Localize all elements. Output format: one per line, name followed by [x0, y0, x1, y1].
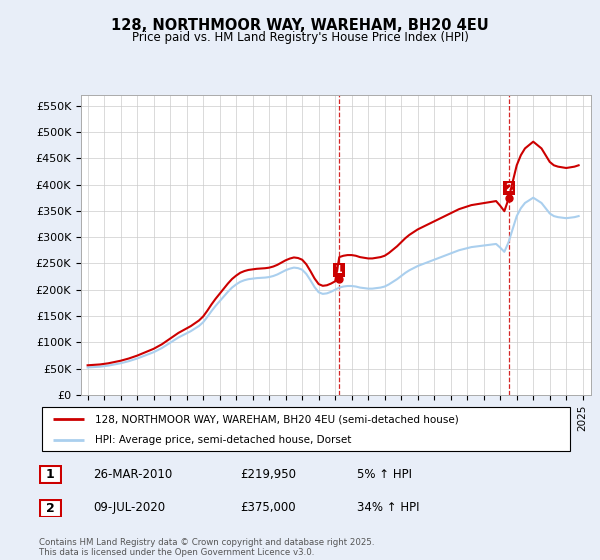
Text: 1: 1	[46, 468, 55, 481]
Text: 128, NORTHMOOR WAY, WAREHAM, BH20 4EU: 128, NORTHMOOR WAY, WAREHAM, BH20 4EU	[111, 18, 489, 33]
Text: Contains HM Land Registry data © Crown copyright and database right 2025.
This d: Contains HM Land Registry data © Crown c…	[39, 538, 374, 557]
Text: 1: 1	[335, 265, 343, 275]
Text: 34% ↑ HPI: 34% ↑ HPI	[357, 501, 419, 515]
Text: 09-JUL-2020: 09-JUL-2020	[93, 501, 165, 515]
Text: HPI: Average price, semi-detached house, Dorset: HPI: Average price, semi-detached house,…	[95, 435, 351, 445]
Text: 26-MAR-2010: 26-MAR-2010	[93, 468, 172, 481]
Text: 5% ↑ HPI: 5% ↑ HPI	[357, 468, 412, 481]
Text: £219,950: £219,950	[240, 468, 296, 481]
Text: 2: 2	[46, 502, 55, 515]
Text: Price paid vs. HM Land Registry's House Price Index (HPI): Price paid vs. HM Land Registry's House …	[131, 31, 469, 44]
Text: £375,000: £375,000	[240, 501, 296, 515]
Text: 128, NORTHMOOR WAY, WAREHAM, BH20 4EU (semi-detached house): 128, NORTHMOOR WAY, WAREHAM, BH20 4EU (s…	[95, 414, 458, 424]
Text: 2: 2	[505, 183, 512, 193]
